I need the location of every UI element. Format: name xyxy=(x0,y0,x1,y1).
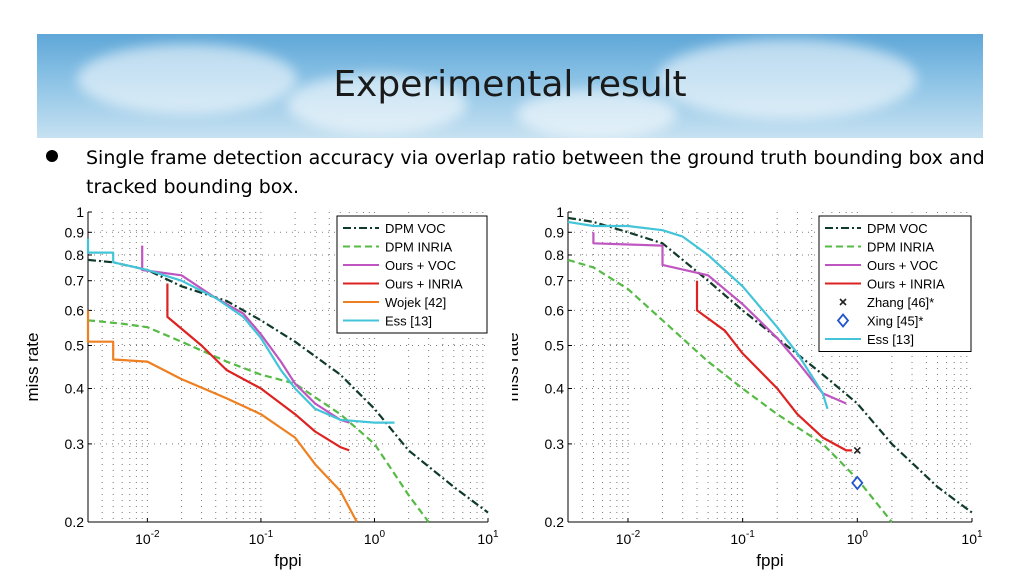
legend-swatch xyxy=(836,313,850,328)
series-ours-voc xyxy=(592,232,847,405)
y-axis-label: miss rate xyxy=(23,333,42,402)
legend-label: DPM VOC xyxy=(867,221,928,236)
y-tick-label: 0.6 xyxy=(545,302,565,318)
legend-swatch xyxy=(839,298,847,306)
title-banner: Experimental result xyxy=(37,34,983,138)
series-ours-voc xyxy=(141,245,350,424)
x-axis-label: fppi xyxy=(756,551,783,570)
y-tick-label: 0.3 xyxy=(65,436,85,452)
y-tick-label: 0.5 xyxy=(65,338,85,354)
y-tick-label: 0.9 xyxy=(545,224,565,240)
y-axis-label: miss rate xyxy=(512,333,522,402)
marker-stroke xyxy=(853,446,861,454)
legend-label: Zhang [46]* xyxy=(867,295,934,310)
y-tick-label: 0.6 xyxy=(65,302,85,318)
legend-label: DPM VOC xyxy=(385,221,446,236)
x-tick-label: 10-2 xyxy=(616,529,641,547)
y-tick-label: 0.5 xyxy=(545,338,565,354)
legend-label: Ours + VOC xyxy=(385,258,456,273)
bullet-text: Single frame detection accuracy via over… xyxy=(86,147,985,198)
legend-label: Ess [13] xyxy=(385,314,432,329)
series-ess-13 xyxy=(86,238,395,424)
legend-box xyxy=(336,215,488,334)
series-ess-13 xyxy=(567,220,829,410)
legend-label: DPM INRIA xyxy=(385,240,453,255)
x-tick-label: 101 xyxy=(961,529,983,547)
legend-label: Ours + VOC xyxy=(867,258,938,273)
chart-right: 0.2 0.3 0.4 0.5 0.6 0.7 0.8 0.9 1 10-2 10-1 100 101 f… xyxy=(512,204,983,570)
chart-left: 0.2 0.3 0.4 0.5 0.6 0.7 0.8 0.9 1 10-2 10-1 100 101 f… xyxy=(23,204,499,570)
bullet-icon xyxy=(46,150,58,162)
series-wojek-42 xyxy=(86,310,358,523)
series-dpm-inria xyxy=(567,258,893,523)
y-tick-label: 0.7 xyxy=(545,273,565,289)
slide-title: Experimental result xyxy=(333,64,687,105)
x-tick-label: 100 xyxy=(847,529,869,547)
legend-label: Ess [13] xyxy=(867,332,914,347)
y-tick-label: 0.8 xyxy=(545,247,565,263)
y-tick-label: 0.8 xyxy=(65,247,85,263)
legend-label: Ours + INRIA xyxy=(385,277,463,292)
legend-label: Wojek [42] xyxy=(385,295,446,310)
y-tick-label: 0.4 xyxy=(545,380,565,396)
x-tick-label: 10-1 xyxy=(249,529,274,547)
y-tick-label: 0.3 xyxy=(545,436,565,452)
y-tick-label: 0.9 xyxy=(65,224,85,240)
series-ours-inria xyxy=(695,280,853,452)
x-tick-label: 100 xyxy=(364,529,386,547)
marker-zhang-46 xyxy=(853,446,861,454)
y-tick-label: 0.4 xyxy=(65,380,85,396)
x-tick-label: 10-1 xyxy=(730,529,755,547)
y-tick-label: 0.2 xyxy=(65,514,85,530)
series-ours-inria xyxy=(166,283,350,452)
series-dpm-inria xyxy=(87,319,430,523)
series-dpm-voc xyxy=(567,216,973,514)
y-tick-label: 0.7 xyxy=(65,273,85,289)
x-tick-label: 10-2 xyxy=(135,529,160,547)
marker-xing-45 xyxy=(851,475,864,491)
x-axis-label: fppi xyxy=(274,551,301,570)
x-tick-label: 101 xyxy=(477,529,499,547)
legend-label: Xing [45]* xyxy=(867,314,923,329)
legend-label: DPM INRIA xyxy=(867,240,935,255)
y-tick-label: 1 xyxy=(556,204,564,220)
legend-label: Ours + INRIA xyxy=(867,277,945,292)
y-tick-label: 0.2 xyxy=(545,514,565,530)
y-tick-label: 1 xyxy=(76,204,84,220)
